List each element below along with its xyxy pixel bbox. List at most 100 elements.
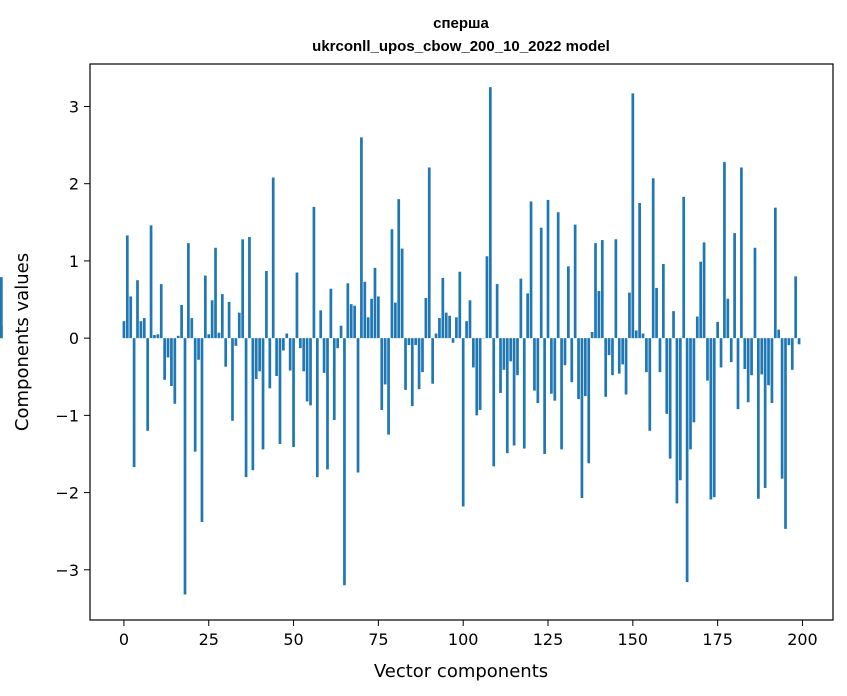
bar bbox=[560, 338, 563, 450]
bar bbox=[417, 338, 421, 390]
bar bbox=[244, 338, 248, 478]
bar bbox=[271, 177, 275, 339]
bar bbox=[346, 283, 350, 339]
bar bbox=[383, 338, 387, 385]
bar bbox=[750, 338, 753, 376]
bar bbox=[628, 292, 631, 339]
bar bbox=[231, 338, 234, 421]
bar bbox=[716, 321, 719, 339]
bar bbox=[607, 338, 611, 356]
bar bbox=[492, 338, 496, 467]
bar bbox=[282, 338, 285, 351]
bar bbox=[743, 338, 747, 370]
bar bbox=[183, 338, 187, 595]
bar bbox=[129, 296, 133, 339]
y-axis-label: Components values bbox=[12, 253, 33, 431]
y-tick-label: 3 bbox=[69, 97, 79, 116]
bar bbox=[190, 318, 194, 339]
bar bbox=[377, 296, 380, 339]
bar bbox=[455, 317, 458, 339]
bar bbox=[645, 338, 648, 373]
bar bbox=[763, 338, 767, 488]
bar bbox=[187, 243, 190, 339]
bar bbox=[604, 338, 608, 397]
bar bbox=[522, 338, 526, 449]
bar bbox=[431, 338, 435, 384]
bar bbox=[461, 338, 465, 507]
bar bbox=[319, 310, 323, 339]
bar bbox=[139, 321, 143, 339]
bar bbox=[784, 338, 787, 529]
bar bbox=[404, 338, 407, 390]
bar bbox=[265, 270, 268, 339]
bar bbox=[220, 294, 224, 339]
bar bbox=[332, 338, 336, 420]
bar bbox=[533, 338, 536, 391]
bar bbox=[353, 305, 356, 339]
y-tick-label: −2 bbox=[55, 484, 79, 503]
bar bbox=[767, 338, 770, 386]
chart-title-line1: сперша bbox=[433, 15, 489, 32]
bar bbox=[631, 93, 635, 339]
bar bbox=[709, 338, 713, 500]
x-tick-label: 0 bbox=[119, 630, 129, 649]
bar bbox=[285, 333, 289, 339]
bar bbox=[787, 338, 791, 346]
bar bbox=[590, 331, 594, 339]
bar bbox=[251, 338, 255, 471]
bar bbox=[193, 338, 197, 452]
bar bbox=[322, 338, 326, 373]
bar bbox=[587, 338, 591, 464]
bar bbox=[505, 338, 509, 454]
bar bbox=[237, 312, 241, 339]
bar bbox=[760, 338, 764, 375]
bar bbox=[678, 338, 682, 481]
x-tick-label: 50 bbox=[283, 630, 303, 649]
bar bbox=[577, 338, 580, 400]
bar bbox=[550, 338, 553, 394]
bar bbox=[465, 321, 468, 339]
bar bbox=[597, 291, 601, 339]
bar bbox=[519, 278, 523, 339]
bar bbox=[163, 338, 166, 380]
bar bbox=[360, 137, 363, 339]
bar bbox=[485, 256, 489, 339]
bar bbox=[509, 338, 513, 362]
bar bbox=[556, 212, 560, 339]
bar bbox=[773, 207, 777, 339]
bar bbox=[499, 338, 502, 393]
bar bbox=[197, 338, 200, 360]
bar bbox=[651, 178, 655, 339]
bar bbox=[692, 338, 696, 423]
bar bbox=[363, 281, 367, 339]
chart-title-line2: ukrconll_upos_cbow_200_10_2022 model bbox=[312, 38, 610, 55]
bar bbox=[254, 338, 258, 380]
bar bbox=[648, 338, 652, 431]
bar bbox=[427, 167, 431, 339]
bar bbox=[580, 338, 584, 498]
bar bbox=[536, 338, 540, 404]
bar bbox=[468, 300, 472, 339]
bar bbox=[516, 338, 519, 376]
bar bbox=[570, 338, 574, 383]
bar bbox=[488, 87, 492, 339]
bar bbox=[312, 206, 316, 339]
bar bbox=[444, 312, 448, 339]
bar bbox=[638, 203, 641, 339]
bar bbox=[794, 276, 798, 339]
bar bbox=[614, 239, 618, 339]
bar bbox=[641, 333, 645, 339]
bar bbox=[600, 240, 604, 339]
bar bbox=[275, 338, 278, 376]
bar bbox=[495, 284, 499, 339]
bar bbox=[526, 293, 530, 339]
bar bbox=[153, 335, 156, 339]
bar bbox=[288, 338, 292, 371]
bar bbox=[573, 224, 577, 339]
bar bbox=[621, 338, 625, 365]
bar bbox=[665, 338, 669, 414]
bar bbox=[733, 233, 736, 339]
bar bbox=[529, 201, 533, 339]
bar bbox=[611, 338, 614, 376]
bar bbox=[200, 338, 204, 522]
